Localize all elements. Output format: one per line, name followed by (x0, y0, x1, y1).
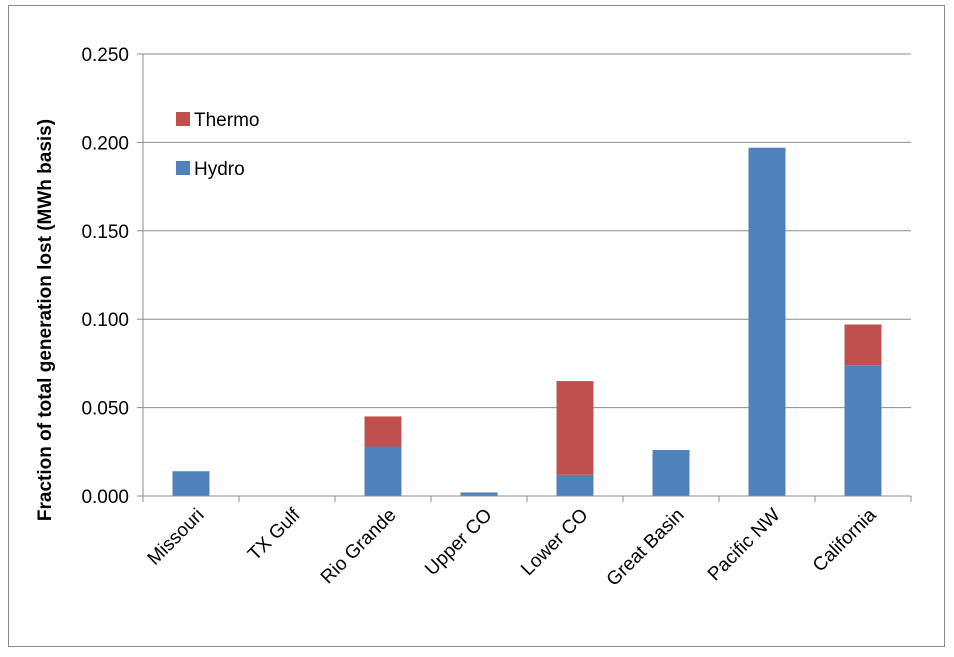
y-tick-label: 0.000 (81, 487, 129, 508)
y-tick-label: 0.050 (81, 399, 129, 420)
y-tick-label: 0.100 (81, 310, 129, 331)
chart-frame (8, 5, 945, 647)
y-tick-labels: 0.000 0.050 0.100 0.150 0.200 0.250 (81, 45, 129, 508)
x-tick-label: California (809, 504, 881, 576)
legend-label-hydro: Hydro (194, 159, 245, 180)
x-tick-label: Upper CO (421, 505, 496, 580)
x-tick-label: Pacific NW (704, 505, 785, 586)
bar-hydro-missouri (172, 471, 210, 496)
bars (172, 147, 882, 497)
y-tick-label: 0.150 (81, 222, 129, 243)
bar-thermo-rio-grande (364, 416, 402, 447)
legend-swatch-thermo (176, 112, 190, 126)
bar-hydro-california (844, 365, 882, 496)
bar-hydro-upper-co (460, 492, 498, 496)
x-tick-label: TX Gulf (244, 504, 305, 565)
y-tick-label: 0.250 (81, 45, 129, 66)
bar-hydro-rio-grande (364, 446, 402, 496)
legend-swatch-hydro (176, 161, 190, 175)
bar-hydro-great-basin (652, 450, 690, 496)
y-axis-label: Fraction of total generation lost (MWh b… (35, 119, 56, 521)
legend-label-thermo: Thermo (194, 110, 259, 131)
x-tick-label: Great Basin (603, 505, 689, 591)
axes (137, 53, 912, 502)
y-tick-label: 0.200 (81, 133, 129, 154)
bar-thermo-california (844, 324, 882, 366)
x-tick-label: Lower CO (517, 505, 592, 580)
bar-hydro-pacific-nw (748, 147, 786, 497)
bar-hydro-lower-co (556, 474, 594, 496)
bar-thermo-lower-co (556, 381, 594, 475)
x-tick-labels: Missouri TX Gulf Rio Grande Upper CO Lower C… (144, 504, 881, 590)
x-tick-label: Rio Grande (317, 505, 401, 589)
legend: Thermo Hydro (176, 110, 259, 180)
x-tick-label: Missouri (144, 505, 209, 570)
